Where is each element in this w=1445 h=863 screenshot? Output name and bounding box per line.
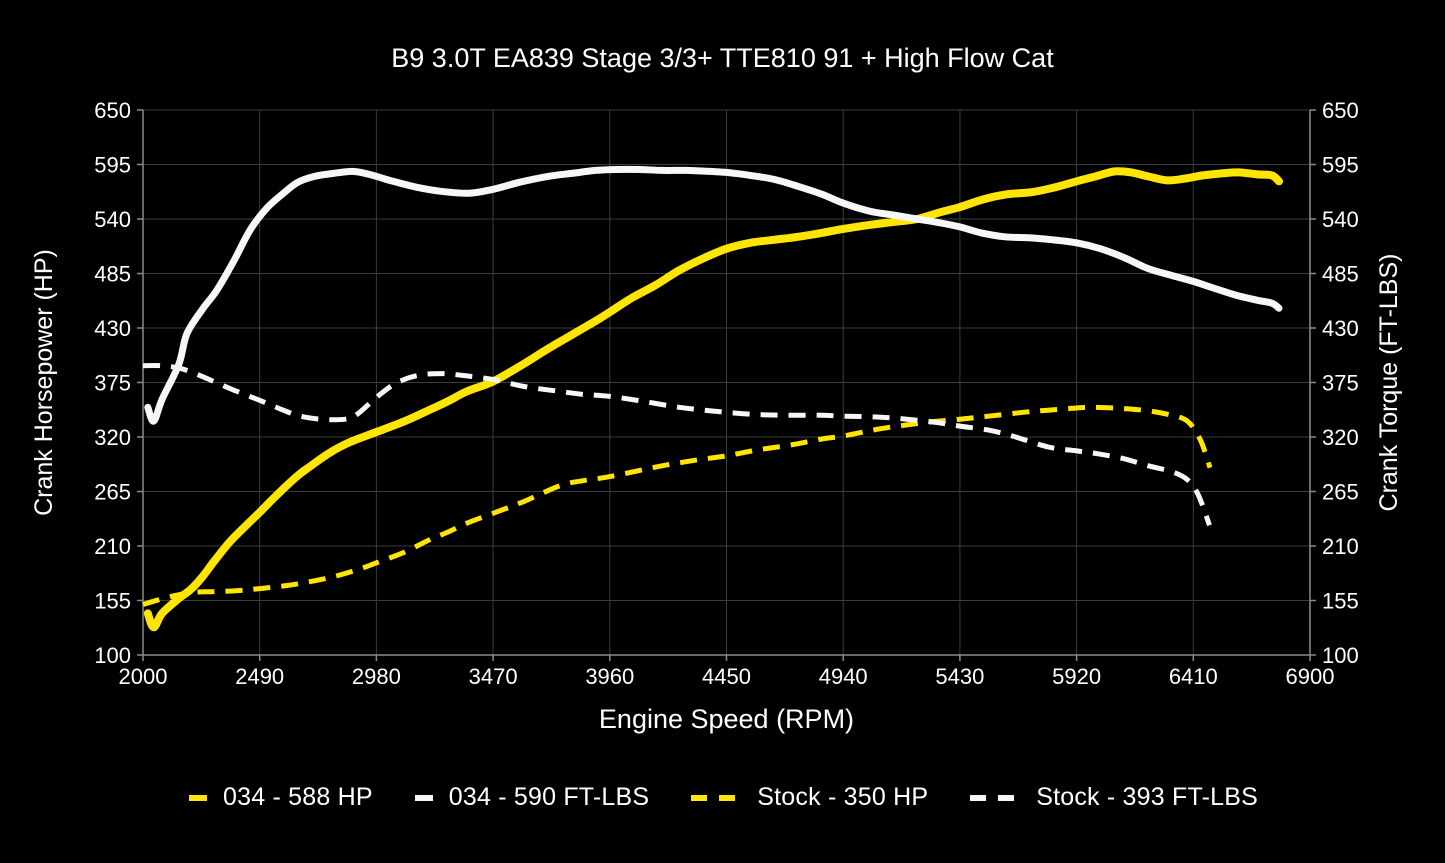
series-line-2-yellow-dashed [142,404,1213,607]
y-tick-right: 100 [1322,643,1359,668]
x-tick: 4450 [702,664,751,689]
x-tick: 2980 [352,664,401,689]
y-tick-left: 430 [94,316,131,341]
y-tick-right: 595 [1322,153,1359,178]
y-tick-right: 430 [1322,316,1359,341]
y-axis-title-left: Crank Horsepower (HP) [30,249,58,516]
y-tick-right: 650 [1322,98,1359,123]
x-tick: 4940 [819,664,868,689]
y-tick-left: 485 [94,262,131,287]
legend-item-2: Stock - 350 HP [689,783,928,812]
legend-label: 034 - 588 HP [223,783,373,811]
y-axis-title-right: Crank Torque (FT-LBS) [1375,254,1403,512]
x-tick: 3960 [585,664,634,689]
legend-label: Stock - 393 FT-LBS [1036,783,1258,811]
x-tick: 6410 [1169,664,1218,689]
y-tick-right: 485 [1322,262,1359,287]
y-tick-right: 320 [1322,425,1359,450]
gridlines [142,109,1311,656]
legend-swatch-yellow-dashed [691,794,742,801]
x-tick: 2000 [119,664,168,689]
y-tick-left: 595 [94,153,131,178]
y-tick-right: 540 [1322,207,1359,232]
chart-legend: 034 - 588 HP 034 - 590 FT-LBS Stock - 350 … [0,783,1445,812]
y-tick-left: 265 [94,480,131,505]
tick-labels: 100 100 155 155 210 210 265 265 320 320 375 375 430 4… [94,98,1358,689]
legend-swatch-yellow-solid [189,794,208,801]
y-tick-left: 650 [94,98,131,123]
x-tick: 3470 [469,664,518,689]
legend-swatch-white-dashed [970,794,1021,801]
x-tick: 5920 [1052,664,1101,689]
y-tick-left: 100 [94,643,131,668]
legend-label: Stock - 350 HP [757,783,929,811]
x-axis-title: Engine Speed (RPM) [599,704,854,734]
series-line-3-white-dashed [142,362,1212,527]
x-tick: 2490 [235,664,284,689]
y-tick-right: 210 [1322,534,1359,559]
series-line-0-yellow-solid [143,167,1283,632]
chart-title: B9 3.0T EA839 Stage 3/3+ TTE810 91 + Hig… [391,43,1054,73]
y-tick-right: 155 [1322,589,1359,614]
y-tick-left: 540 [94,207,131,232]
y-tick-right: 375 [1322,371,1359,396]
series-line-1-white-solid [144,165,1283,425]
y-tick-left: 210 [94,534,131,559]
legend-label: 034 - 590 FT-LBS [448,783,650,811]
y-tick-left: 155 [94,589,131,614]
y-tick-left: 375 [94,371,131,396]
y-tick-right: 265 [1322,480,1359,505]
series-curves [142,165,1283,632]
x-tick: 6900 [1286,664,1335,689]
legend-item-3: Stock - 393 FT-LBS [968,783,1258,812]
legend-item-1: 034 - 590 FT-LBS [413,783,650,812]
axes-spines [137,109,1316,661]
legend-swatch-white-solid [414,794,433,801]
x-tick: 5430 [935,664,984,689]
legend-item-0: 034 - 588 HP [187,783,373,812]
y-tick-left: 320 [94,425,131,450]
